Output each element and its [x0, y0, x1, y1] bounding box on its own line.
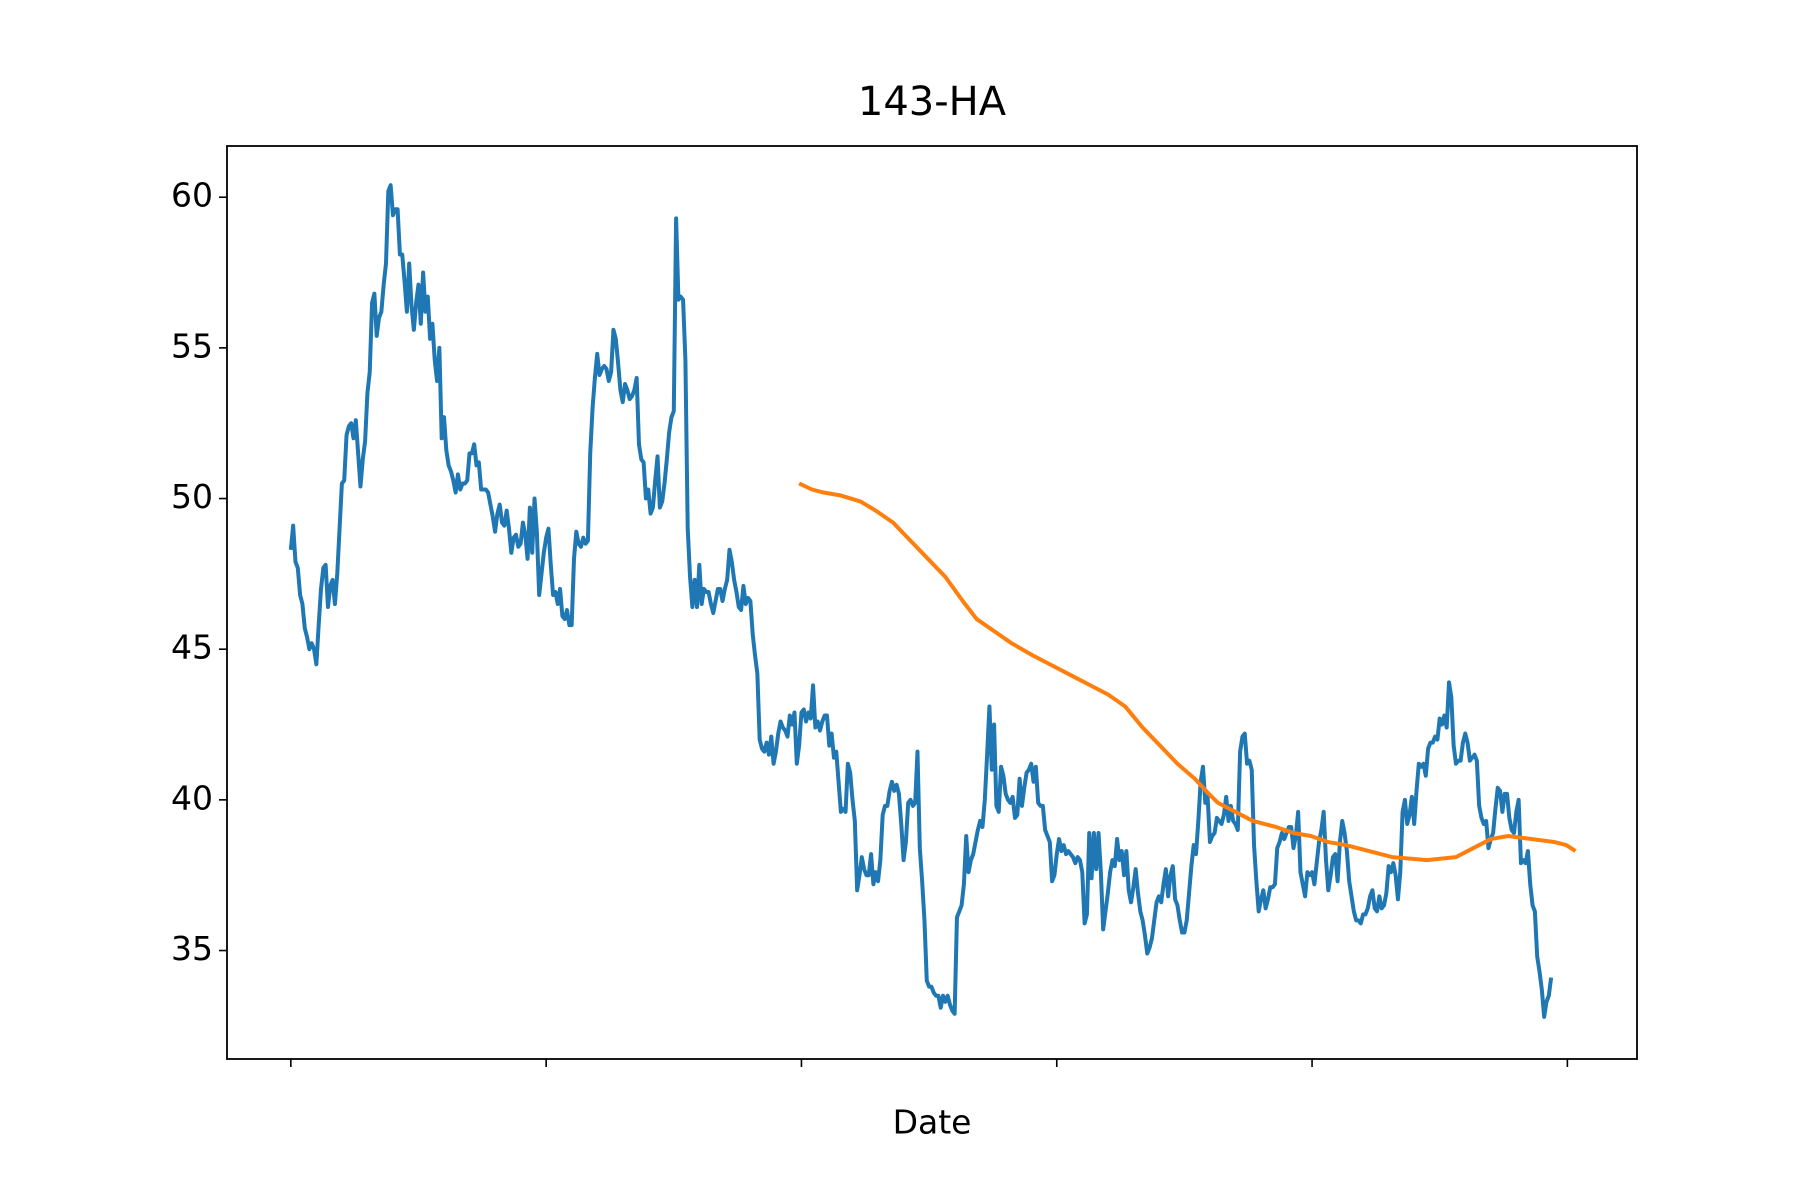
y-tick-label: 40 — [171, 778, 213, 817]
plot-frame — [226, 145, 1638, 1060]
y-tick-label: 50 — [171, 477, 213, 516]
y-tick-label: 60 — [171, 176, 213, 215]
series-line — [288, 183, 1554, 1019]
y-tick-label: 55 — [171, 326, 213, 365]
series-line — [798, 481, 1577, 863]
y-tick-label: 35 — [171, 929, 213, 968]
chart-title: 143-HA — [858, 79, 1007, 125]
x-axis-label: Date — [893, 1103, 972, 1142]
y-tick-label: 45 — [171, 628, 213, 667]
